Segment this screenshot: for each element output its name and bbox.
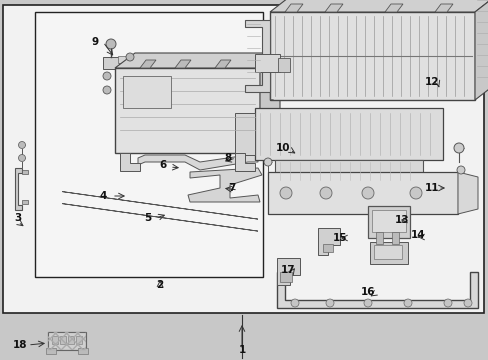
- Circle shape: [290, 299, 298, 307]
- Bar: [254, 54, 280, 72]
- Polygon shape: [317, 228, 339, 255]
- Text: 9: 9: [91, 37, 99, 47]
- Bar: [367, 206, 409, 238]
- Polygon shape: [140, 60, 156, 68]
- Bar: [103, 57, 119, 69]
- Bar: [48, 332, 86, 350]
- Bar: [278, 58, 289, 72]
- Text: 2: 2: [156, 280, 163, 290]
- Bar: [254, 108, 442, 160]
- Polygon shape: [62, 204, 258, 231]
- Bar: [76, 336, 82, 344]
- Bar: [373, 245, 401, 259]
- Bar: [3, 5, 483, 313]
- Bar: [375, 232, 382, 244]
- Circle shape: [463, 299, 471, 307]
- Polygon shape: [15, 168, 22, 210]
- Bar: [371, 210, 405, 232]
- Polygon shape: [269, 0, 488, 12]
- Text: 8: 8: [224, 153, 231, 163]
- Bar: [68, 336, 74, 344]
- Polygon shape: [138, 155, 258, 170]
- Text: 5: 5: [144, 213, 151, 223]
- Circle shape: [19, 141, 25, 148]
- Circle shape: [280, 187, 291, 199]
- Circle shape: [106, 39, 116, 49]
- Polygon shape: [274, 160, 422, 182]
- Bar: [22, 200, 28, 204]
- Text: 1: 1: [238, 345, 245, 355]
- Bar: [46, 348, 56, 354]
- Text: 16: 16: [360, 287, 374, 297]
- Bar: [323, 244, 332, 252]
- Text: 4: 4: [99, 191, 106, 201]
- Text: 7: 7: [228, 183, 235, 193]
- Polygon shape: [457, 172, 477, 214]
- Bar: [22, 170, 28, 174]
- Polygon shape: [276, 272, 477, 308]
- Bar: [269, 12, 474, 100]
- Circle shape: [403, 299, 411, 307]
- Text: 11: 11: [424, 183, 438, 193]
- Polygon shape: [120, 153, 140, 171]
- Circle shape: [126, 53, 134, 61]
- Text: 3: 3: [14, 213, 21, 223]
- Circle shape: [363, 299, 371, 307]
- Polygon shape: [384, 4, 402, 12]
- Bar: [60, 336, 66, 344]
- Polygon shape: [434, 4, 452, 12]
- Bar: [48, 332, 86, 350]
- Circle shape: [409, 187, 421, 199]
- Polygon shape: [215, 60, 230, 68]
- Polygon shape: [325, 4, 342, 12]
- Text: 18: 18: [13, 340, 27, 350]
- Polygon shape: [187, 168, 262, 202]
- Bar: [115, 68, 260, 153]
- Bar: [123, 76, 171, 108]
- Circle shape: [19, 154, 25, 162]
- Bar: [35, 12, 263, 277]
- Text: 10: 10: [275, 143, 290, 153]
- Circle shape: [456, 166, 464, 174]
- Circle shape: [453, 143, 463, 153]
- Polygon shape: [285, 4, 303, 12]
- Circle shape: [103, 86, 111, 94]
- Circle shape: [443, 299, 451, 307]
- Polygon shape: [115, 53, 280, 68]
- Bar: [391, 232, 398, 244]
- Text: 6: 6: [159, 160, 166, 170]
- Text: 17: 17: [280, 265, 295, 275]
- Text: L: L: [267, 93, 272, 102]
- Polygon shape: [260, 53, 280, 153]
- Bar: [369, 242, 407, 264]
- Circle shape: [325, 299, 333, 307]
- Bar: [78, 348, 88, 354]
- Polygon shape: [474, 0, 488, 100]
- Polygon shape: [276, 258, 299, 285]
- Bar: [52, 336, 58, 344]
- Text: 13: 13: [394, 215, 408, 225]
- Bar: [280, 272, 291, 282]
- Circle shape: [361, 187, 373, 199]
- Polygon shape: [175, 60, 191, 68]
- Polygon shape: [244, 20, 269, 92]
- Bar: [118, 56, 126, 63]
- Circle shape: [103, 72, 111, 80]
- Circle shape: [319, 187, 331, 199]
- Polygon shape: [62, 192, 258, 219]
- Text: 12: 12: [424, 77, 438, 87]
- Text: 15: 15: [332, 233, 346, 243]
- Circle shape: [264, 158, 271, 166]
- Polygon shape: [235, 153, 254, 171]
- Polygon shape: [235, 113, 254, 155]
- Bar: [267, 172, 457, 214]
- Text: 14: 14: [410, 230, 425, 240]
